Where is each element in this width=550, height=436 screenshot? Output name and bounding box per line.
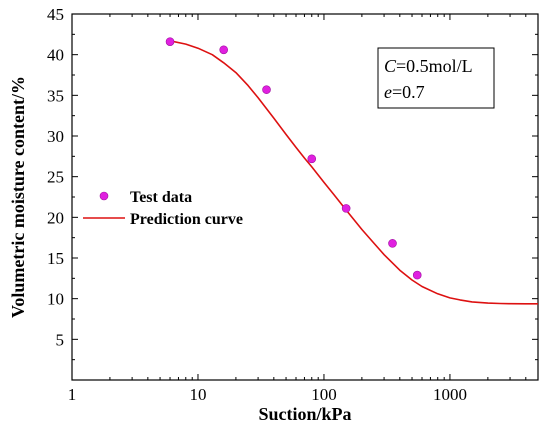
- annotation-line-e: e=0.7: [384, 82, 425, 102]
- test-data-point: [219, 45, 228, 55]
- x-tick-label: 1000: [433, 385, 467, 404]
- test-data-point: [165, 37, 175, 46]
- y-axis-ticks: 5 10 15 20 25 30 35 40 45: [47, 5, 538, 361]
- test-data-point: [262, 85, 271, 94]
- y-axis-title: Volumetric moisture content/%: [8, 76, 28, 318]
- y-tick-label: 15: [47, 249, 64, 268]
- x-tick-label: 1: [68, 385, 77, 404]
- y-tick-label: 5: [56, 330, 65, 349]
- annotation-line-c: C=0.5mol/L: [384, 56, 473, 76]
- legend-test-data-marker: [99, 191, 109, 201]
- series-layer: [165, 37, 538, 305]
- y-tick-label: 30: [47, 127, 64, 146]
- legend-test-data-label: Test data: [130, 189, 192, 206]
- y-tick-label: 10: [47, 290, 64, 309]
- legend: Test data Prediction curve: [83, 189, 243, 228]
- y-tick-label: 25: [47, 168, 64, 187]
- x-tick-label: 10: [189, 385, 206, 404]
- x-axis-title: Suction/kPa: [258, 404, 351, 424]
- test-data-point: [412, 270, 422, 280]
- test-data-point: [388, 239, 397, 248]
- test-data-point: [341, 204, 351, 213]
- test-data-point: [307, 154, 317, 164]
- parameter-annotation: C=0.5mol/L e=0.7: [377, 47, 495, 109]
- x-axis-ticks: 1 10 100 1000: [68, 14, 539, 404]
- y-tick-label: 45: [47, 5, 64, 24]
- legend-prediction-curve-label: Prediction curve: [130, 211, 243, 228]
- y-tick-label: 35: [47, 86, 64, 105]
- y-tick-label: 20: [47, 208, 64, 227]
- x-tick-label: 100: [311, 385, 337, 404]
- annotation-box: [377, 47, 495, 109]
- y-tick-label: 40: [47, 46, 64, 65]
